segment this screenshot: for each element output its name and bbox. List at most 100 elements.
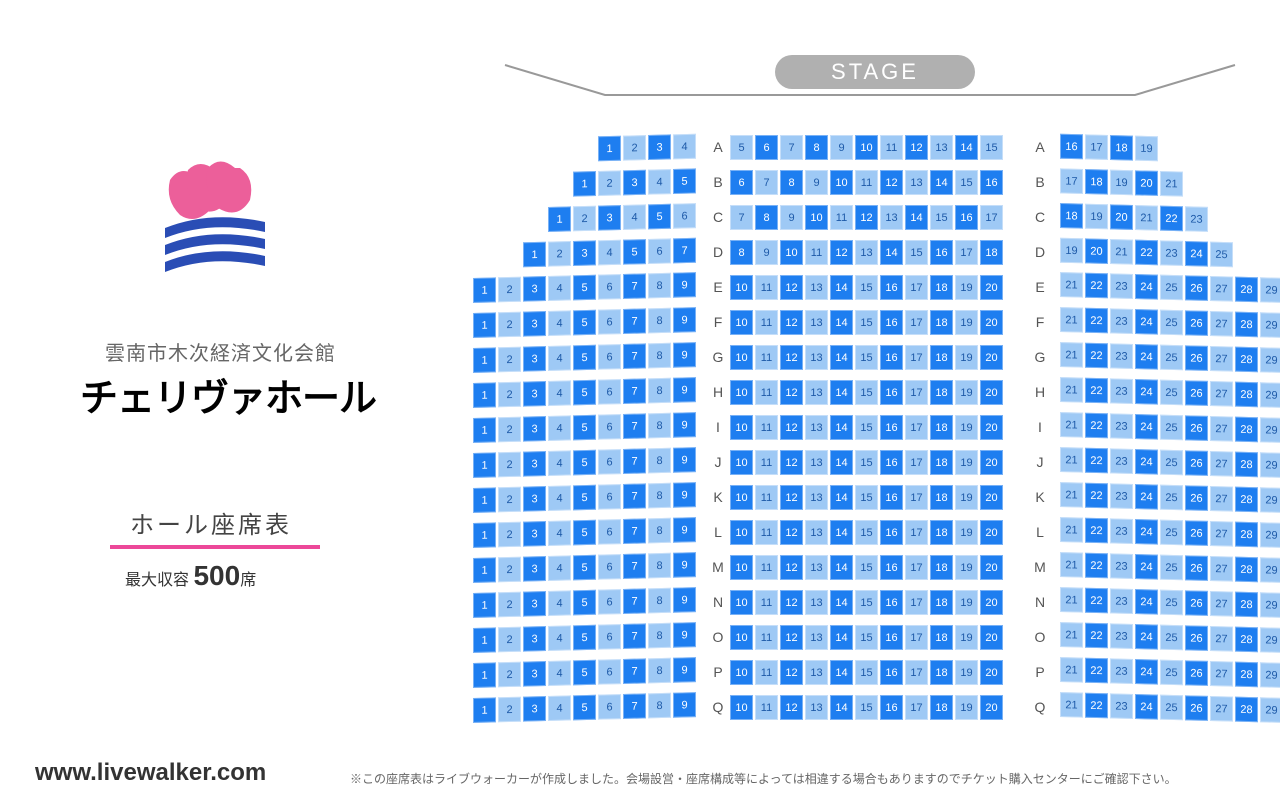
seat: 4 — [673, 134, 696, 160]
seat: 27 — [1210, 276, 1233, 302]
seat-row: 212223242526272829 — [1060, 307, 1280, 340]
seat: 27 — [1210, 451, 1233, 477]
seat: 14 — [830, 695, 853, 720]
seat: 18 — [1085, 169, 1108, 195]
seat: 20 — [1110, 204, 1133, 230]
seat: 17 — [905, 310, 928, 335]
seat: 8 — [755, 205, 778, 230]
seat: 11 — [755, 415, 778, 440]
seat: 2 — [498, 662, 521, 688]
seat: 22 — [1085, 588, 1108, 614]
seat: 20 — [980, 380, 1003, 405]
seat: 15 — [855, 310, 878, 335]
seat: 6 — [598, 484, 621, 510]
seat: 23 — [1110, 273, 1133, 299]
seat: 10 — [730, 415, 753, 440]
row-label: O — [708, 629, 728, 645]
seat: 17 — [905, 275, 928, 300]
seat: 14 — [830, 415, 853, 440]
seat: 8 — [780, 170, 803, 195]
seat-row: 123456789 — [473, 412, 698, 445]
capacity: 最大収容 500席 — [125, 560, 256, 592]
seat: 11 — [830, 205, 853, 230]
seat: 11 — [755, 450, 778, 475]
seat: 3 — [523, 486, 546, 512]
seat: 11 — [805, 240, 828, 265]
seat: 29 — [1260, 697, 1280, 723]
seat: 22 — [1085, 378, 1108, 404]
seat: 10 — [855, 135, 878, 160]
seat: 23 — [1110, 448, 1133, 474]
seat: 3 — [648, 134, 671, 160]
seat: 17 — [905, 590, 928, 615]
seat: 16 — [880, 625, 903, 650]
seat: 7 — [623, 693, 646, 719]
seat: 5 — [673, 168, 696, 194]
seat: 29 — [1260, 382, 1280, 408]
seat: 19 — [955, 660, 978, 685]
seat: 2 — [498, 522, 521, 548]
seat: 5 — [573, 310, 596, 336]
seat: 20 — [980, 555, 1003, 580]
seat: 3 — [523, 661, 546, 687]
row-label: L — [708, 524, 728, 540]
seat: 24 — [1135, 694, 1158, 720]
seat: 21 — [1060, 272, 1083, 298]
seat-row: 212223242526272829 — [1060, 692, 1280, 725]
seat: 14 — [830, 590, 853, 615]
seat: 5 — [623, 239, 646, 265]
seat: 23 — [1110, 378, 1133, 404]
seat: 17 — [905, 555, 928, 580]
seat: 6 — [598, 694, 621, 720]
row-label: N — [708, 594, 728, 610]
seat: 23 — [1110, 623, 1133, 649]
seat: 17 — [905, 695, 928, 720]
seat: 6 — [598, 519, 621, 545]
seat: 17 — [1085, 134, 1108, 160]
seat: 10 — [730, 660, 753, 685]
seat-row: 123456 — [548, 203, 698, 234]
seat: 26 — [1185, 380, 1208, 406]
row-label: B — [1030, 174, 1050, 190]
seat: 19 — [955, 380, 978, 405]
seat: 1 — [473, 627, 496, 653]
seat: 24 — [1135, 274, 1158, 300]
seat: 21 — [1060, 377, 1083, 403]
seat: 15 — [855, 345, 878, 370]
seat: 11 — [755, 625, 778, 650]
seat: 10 — [730, 380, 753, 405]
seat: 16 — [880, 485, 903, 510]
seat: 5 — [573, 485, 596, 511]
seat: 3 — [523, 381, 546, 407]
seat: 16 — [880, 555, 903, 580]
seat: 15 — [930, 205, 953, 230]
seat: 7 — [730, 205, 753, 230]
seat: 12 — [780, 555, 803, 580]
row-label: G — [1030, 349, 1050, 365]
seat: 17 — [905, 345, 928, 370]
seat: 19 — [955, 485, 978, 510]
seat: 22 — [1085, 483, 1108, 509]
seat: 6 — [598, 589, 621, 615]
row-label: D — [1030, 244, 1050, 260]
seat: 13 — [805, 520, 828, 545]
seat: 5 — [573, 275, 596, 301]
seat: 28 — [1235, 557, 1258, 583]
seat: 29 — [1260, 277, 1280, 303]
seat: 16 — [955, 205, 978, 230]
seat: 16 — [880, 660, 903, 685]
seat: 25 — [1160, 415, 1183, 441]
seat: 15 — [855, 590, 878, 615]
seat: 9 — [673, 552, 696, 578]
seat: 28 — [1235, 312, 1258, 338]
seat-row: 123456789 — [473, 587, 698, 620]
stage-label: STAGE — [831, 59, 919, 84]
seat: 2 — [623, 135, 646, 161]
seat: 12 — [780, 345, 803, 370]
seat: 12 — [780, 450, 803, 475]
seat: 4 — [623, 204, 646, 230]
seat: 21 — [1060, 482, 1083, 508]
seat: 18 — [980, 240, 1003, 265]
venue-subtitle: 雲南市木次経済文化会館 — [105, 337, 336, 366]
seat: 15 — [855, 660, 878, 685]
